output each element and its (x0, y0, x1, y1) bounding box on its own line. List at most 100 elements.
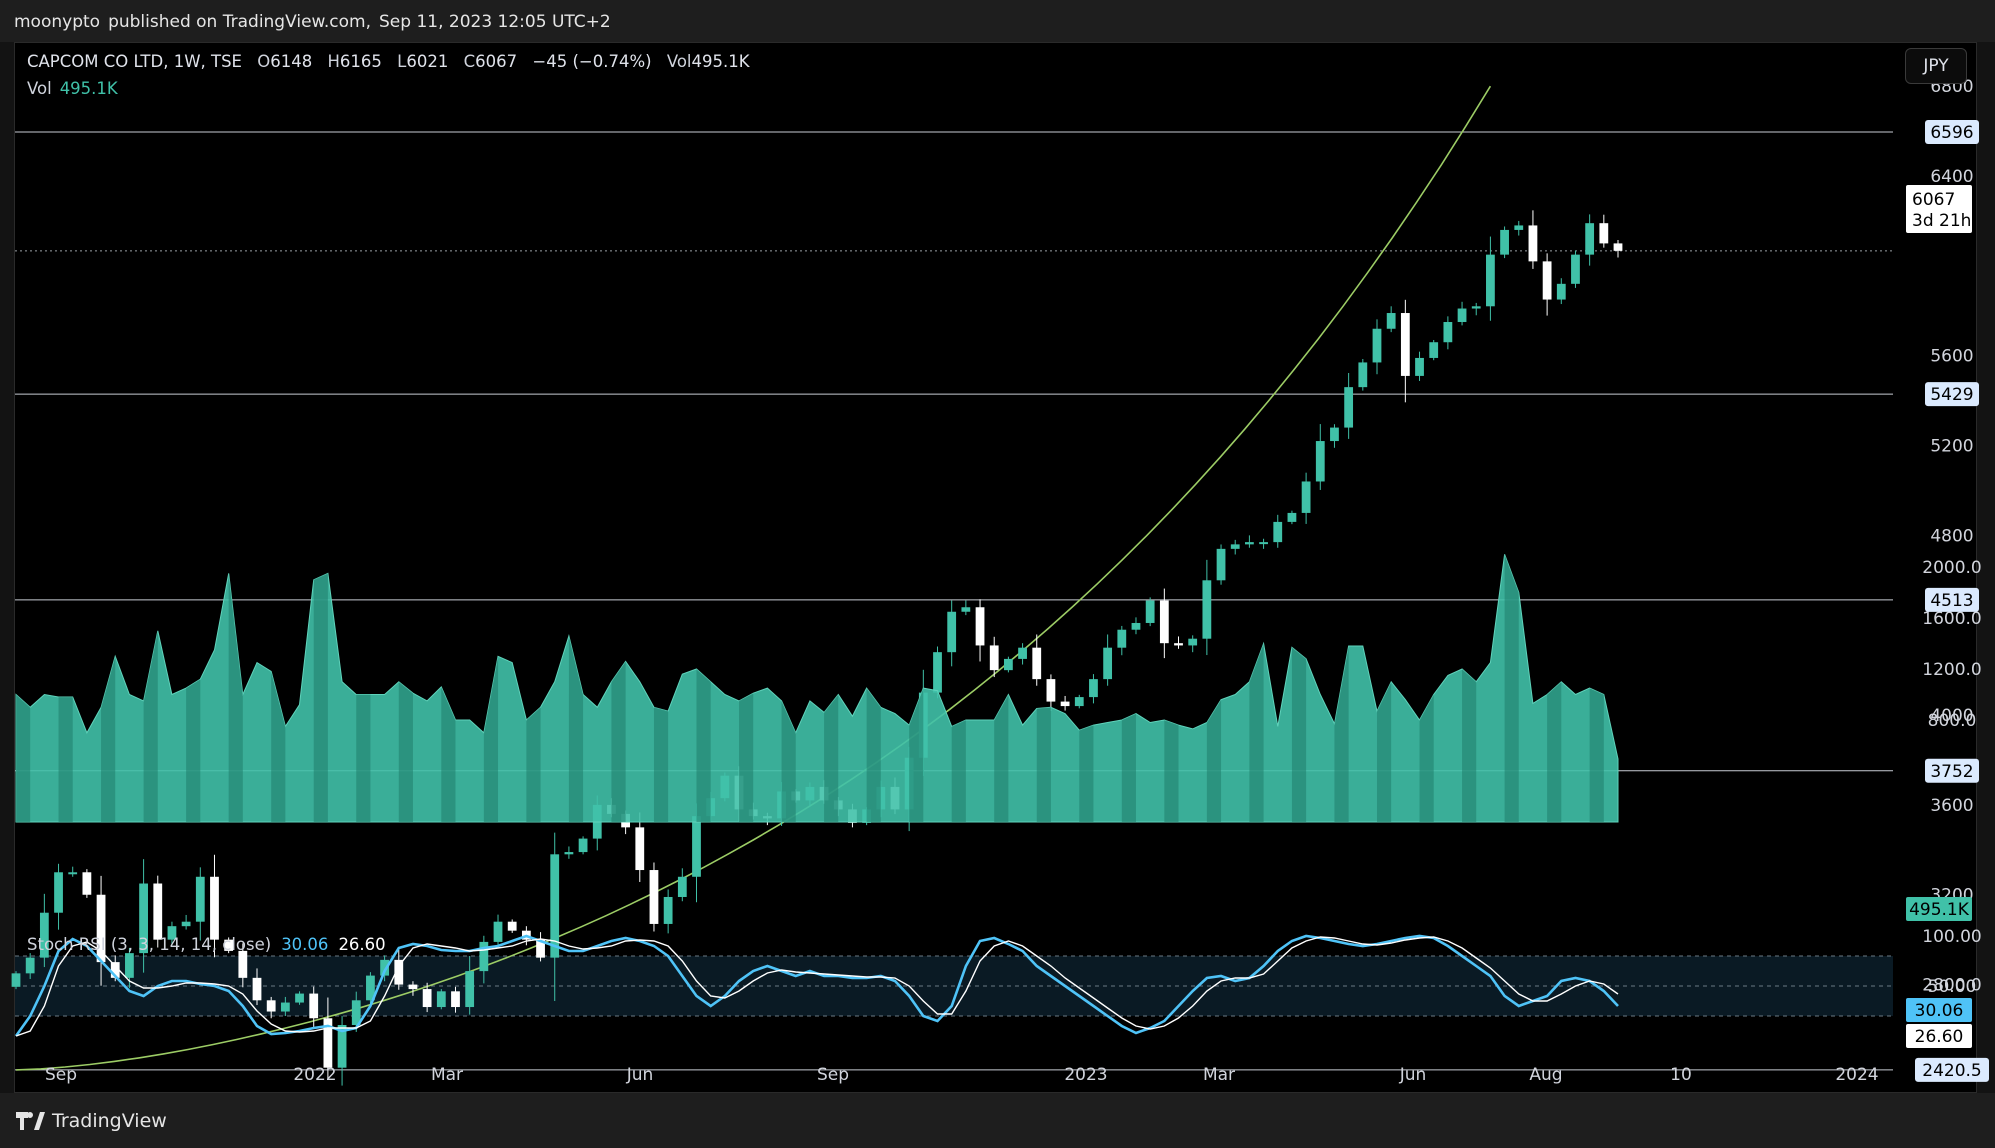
candle-body (1032, 647, 1042, 680)
price-axis-tick: 5600 (1930, 347, 1973, 367)
price-axis-tick: 5200 (1930, 437, 1973, 457)
stoch-line-d (15, 936, 1619, 1037)
tradingview-logo-icon (16, 1112, 45, 1130)
candle-body (1400, 313, 1410, 376)
volume-legend[interactable]: Vol 495.1K (27, 79, 118, 98)
candle-body (25, 957, 35, 974)
candle-body (1358, 362, 1368, 388)
candle-body (1613, 243, 1623, 251)
candle-body (394, 959, 404, 985)
candle-body (110, 962, 120, 978)
volume-bar-shade (526, 707, 541, 822)
time-axis-tick: Jun (626, 1065, 654, 1085)
candle-body (1003, 658, 1013, 671)
candle-body (54, 872, 63, 913)
candle-body (1131, 622, 1141, 630)
candle-body (351, 1000, 361, 1026)
volume-bar-shade (1504, 554, 1519, 822)
volume-bar-shade (228, 573, 243, 822)
stoch-k-value: 30.06 (281, 935, 329, 954)
candle-body (1159, 600, 1169, 644)
volume-bar-shade (951, 720, 966, 822)
close-value: 6067 (475, 52, 518, 71)
stoch-rsi-legend[interactable]: Stoch RSI (3, 3, 14, 14, close) 30.06 26.6… (27, 935, 386, 954)
vol-value: 495.1K (691, 52, 750, 71)
symbol-title[interactable]: CAPCOM CO LTD, 1W, TSE (27, 52, 242, 71)
volume-bar-shade (1206, 699, 1222, 822)
candle-body (309, 993, 319, 1019)
candle-body (1585, 223, 1595, 255)
candle-body (1273, 521, 1283, 543)
candle-body (252, 977, 262, 1001)
high-value: 6165 (339, 52, 382, 71)
candle-body (1429, 342, 1439, 358)
level-badge-text: 2420.5 (1922, 1061, 1981, 1081)
candle-body (39, 912, 49, 958)
candle-body (1259, 542, 1268, 545)
volume-bar-shade (1164, 720, 1179, 822)
candle-body (961, 607, 971, 612)
volume-bar-shade (866, 688, 881, 822)
stoch-axis-tick: 100.00 (1922, 927, 1981, 947)
candle-body (564, 852, 574, 855)
volume-axis-tick: 800.0 (1928, 711, 1977, 731)
candle-body (947, 611, 957, 653)
volume-bar-shade (1376, 681, 1392, 822)
candle-body (479, 941, 489, 972)
tradingview-brand[interactable]: TradingView (16, 1110, 167, 1132)
candle-body (1372, 328, 1382, 363)
time-axis-tick: 2024 (1835, 1065, 1878, 1085)
candle-body (1528, 225, 1538, 262)
candle-body (96, 894, 106, 963)
volume-bar-shade (611, 661, 626, 822)
candle-body (1443, 322, 1453, 343)
high-label: H (327, 52, 340, 71)
candle-body (337, 1025, 347, 1068)
candle-body (436, 991, 446, 1008)
stoch-d-value: 26.60 (338, 935, 386, 954)
publish-date: Sep 11, 2023 12:05 UTC+2 (379, 12, 611, 32)
vol-label: Vol (666, 52, 692, 71)
volume-bar-shade (781, 700, 796, 822)
level-badge-text: 5429 (1930, 385, 1973, 405)
candle-body (11, 973, 21, 987)
close-label: C (463, 52, 476, 71)
candle-body (550, 854, 560, 958)
volume-bar-shade (483, 656, 499, 822)
candle-body (1386, 313, 1396, 329)
candle-body (1471, 306, 1481, 309)
publish-info: moonypto published on TradingView.com, Sep… (14, 12, 611, 32)
level-badge-text: 6596 (1930, 123, 1973, 143)
candle-body (975, 607, 985, 646)
low-label: L (397, 52, 407, 71)
candle-body (1287, 512, 1297, 522)
candle-body (1500, 229, 1509, 255)
candle-body (181, 921, 191, 927)
candle-body (266, 1000, 276, 1012)
candle-body (1117, 629, 1127, 648)
volume-bar-shade (653, 707, 669, 822)
trendline (15, 85, 1492, 1071)
publish-bar (0, 0, 1995, 42)
chart-frame (14, 42, 1977, 1093)
author-link[interactable]: moonypto (14, 12, 101, 32)
currency-button[interactable]: JPY (1905, 48, 1967, 84)
candle-body (1245, 542, 1254, 545)
candle-body (1202, 580, 1212, 639)
candle-body (692, 816, 701, 877)
time-axis-tick: Jun (1399, 1065, 1427, 1085)
candle-body (1415, 357, 1424, 376)
candle-body (1486, 254, 1495, 307)
volume-bar-shade (58, 697, 73, 822)
level-badge (1925, 587, 1979, 612)
candle-body (1074, 697, 1084, 707)
change-value: −45 (−0.74%) (532, 52, 652, 71)
time-axis-tick: Aug (1529, 1065, 1562, 1085)
price-axis-tick: 4000 (1930, 706, 1973, 726)
level-badge (1925, 758, 1979, 783)
time-axis-tick: Sep (817, 1065, 849, 1085)
candle-body (493, 921, 503, 942)
candle-body (1089, 679, 1098, 698)
footer-bar (0, 1093, 1995, 1148)
